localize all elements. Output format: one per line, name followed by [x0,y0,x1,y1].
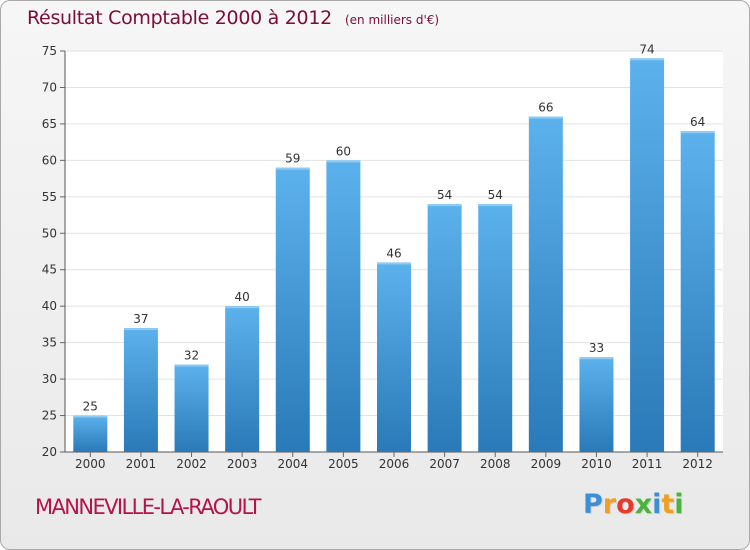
logo-letter: i [674,489,684,520]
bar-top-highlight [225,306,260,309]
bar-top-highlight [528,116,563,119]
y-tick-label: 75 [42,44,57,58]
y-tick-label: 35 [42,336,57,350]
x-tick-label: 2009 [531,457,562,471]
bar-top-highlight [680,131,715,134]
y-tick-label: 65 [42,117,57,131]
y-tick-label: 40 [42,299,57,313]
x-tick-label: 2004 [277,457,308,471]
bar [275,167,310,452]
bar [377,262,411,452]
bar [630,58,665,453]
commune-name: MANNEVILLE-LA-RAOULT [35,495,262,519]
y-tick-label: 50 [42,226,57,240]
bar-value-label: 66 [538,101,553,115]
logo-letter: r [602,489,617,520]
bar-top-highlight [123,328,158,331]
bar-value-label: 59 [285,152,300,166]
bar-top-highlight [275,167,310,170]
bar [174,364,209,452]
bar-value-label: 74 [639,42,654,56]
y-tick-label: 20 [42,445,57,459]
bar [478,204,513,452]
chart-unit: (en milliers d'€) [344,13,440,27]
bar-value-label: 40 [235,290,250,304]
bar-top-highlight [579,357,614,360]
bar-value-label: 60 [336,144,351,158]
bar-value-label: 32 [184,349,199,363]
x-tick-label: 2010 [581,457,612,471]
bar [528,116,563,453]
bar-value-label: 25 [83,400,98,414]
y-tick-label: 45 [42,263,57,277]
logo-letter: P [583,489,603,520]
y-tick-label: 25 [42,409,57,423]
bar [579,357,614,452]
logo-letter: x [634,489,653,520]
x-tick-label: 2002 [176,457,207,471]
logo-letter: i [652,489,662,520]
bar [73,415,108,452]
y-tick-label: 60 [42,153,57,167]
chart-title-block: Résultat Comptable 2000 à 2012 (en milli… [27,7,439,29]
x-tick-label: 2012 [682,457,713,471]
x-tick-label: 2001 [126,457,157,471]
bar-top-highlight [427,204,462,207]
bar [326,160,361,452]
bar-value-label: 37 [133,312,148,326]
x-tick-label: 2006 [379,457,410,471]
bar-top-highlight [174,364,209,367]
proxiti-logo: Proxiti [583,489,684,520]
bar-top-highlight [630,58,665,61]
bar [225,306,260,452]
bar-value-label: 54 [488,188,503,202]
x-tick-label: 2003 [227,457,258,471]
logo-letter: t [661,489,675,520]
bar [123,328,158,452]
y-tick-label: 70 [42,80,57,94]
bar-value-label: 54 [437,188,452,202]
y-tick-label: 30 [42,372,57,386]
x-tick-label: 2000 [75,457,106,471]
x-tick-label: 2011 [632,457,663,471]
y-tick-label: 55 [42,190,57,204]
bar-top-highlight [377,262,411,265]
bar-value-label: 33 [589,341,604,355]
bar-top-highlight [73,415,108,418]
chart-title: Résultat Comptable 2000 à 2012 [27,7,332,29]
x-tick-label: 2007 [429,457,460,471]
bar-value-label: 64 [690,115,705,129]
bar-top-highlight [326,160,361,163]
logo-letter: o [616,489,635,520]
x-tick-label: 2005 [328,457,359,471]
bar [427,204,462,452]
bar-value-label: 46 [386,246,401,260]
bar-top-highlight [478,204,513,207]
x-tick-label: 2008 [480,457,511,471]
bar [680,131,715,452]
